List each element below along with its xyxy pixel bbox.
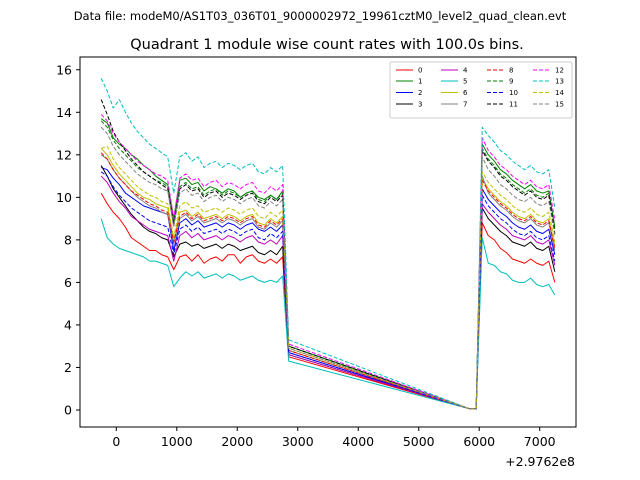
series-line-13 bbox=[100, 78, 556, 410]
y-tick-label: 10 bbox=[56, 190, 72, 205]
x-tick-label: 3000 bbox=[282, 434, 314, 449]
legend-label-12: 12 bbox=[555, 67, 564, 75]
y-tick-label: 2 bbox=[64, 360, 72, 375]
legend-label-0: 0 bbox=[418, 67, 422, 75]
legend-label-5: 5 bbox=[463, 78, 467, 86]
legend-label-8: 8 bbox=[509, 67, 513, 75]
series-line-0 bbox=[100, 192, 556, 410]
series-line-15 bbox=[100, 126, 556, 410]
x-axis-offset-label: +2.9762e8 bbox=[505, 454, 575, 469]
series-layer bbox=[100, 78, 556, 410]
x-tick-label: 5000 bbox=[403, 434, 435, 449]
series-line-7 bbox=[100, 154, 556, 410]
series-line-3 bbox=[100, 165, 556, 410]
y-tick-label: 8 bbox=[64, 232, 72, 247]
series-line-12 bbox=[100, 114, 556, 410]
series-line-4 bbox=[100, 175, 556, 410]
series-line-8 bbox=[100, 152, 556, 410]
y-tick-label: 4 bbox=[64, 317, 72, 332]
y-tick-label: 14 bbox=[56, 105, 72, 120]
y-axis: 0 2 4 6 8 10 12 14 16 bbox=[56, 62, 80, 417]
legend-label-2: 2 bbox=[418, 89, 422, 97]
legend-label-1: 1 bbox=[418, 78, 422, 86]
series-line-14 bbox=[101, 145, 556, 410]
x-tick-label: 2000 bbox=[221, 434, 253, 449]
chart-title: Quadrant 1 module wise count rates with … bbox=[130, 37, 524, 53]
x-tick-label: 1000 bbox=[161, 434, 193, 449]
series-line-10 bbox=[100, 171, 556, 410]
x-tick-label: 7000 bbox=[524, 434, 556, 449]
x-tick-label: 4000 bbox=[342, 434, 374, 449]
series-line-9 bbox=[100, 120, 556, 410]
legend-label-9: 9 bbox=[509, 78, 513, 86]
legend-label-6: 6 bbox=[463, 89, 468, 97]
plot-frame bbox=[79, 56, 577, 428]
series-line-6 bbox=[100, 148, 556, 410]
y-tick-label: 0 bbox=[64, 402, 72, 417]
x-axis: 0 1000 2000 3000 4000 5000 6000 7000 bbox=[112, 427, 556, 449]
legend-label-3: 3 bbox=[418, 101, 422, 109]
x-tick-label: 0 bbox=[112, 434, 120, 449]
series-line-5 bbox=[100, 218, 556, 410]
series-line-11 bbox=[100, 99, 556, 410]
legend-label-11: 11 bbox=[509, 101, 518, 109]
y-tick-label: 16 bbox=[56, 62, 72, 77]
legend-box bbox=[389, 61, 573, 119]
y-tick-label: 6 bbox=[64, 275, 72, 290]
legend-label-14: 14 bbox=[555, 89, 564, 97]
legend-label-15: 15 bbox=[555, 101, 564, 109]
legend-label-4: 4 bbox=[463, 67, 468, 75]
legend-label-7: 7 bbox=[463, 101, 467, 109]
y-tick-label: 12 bbox=[56, 147, 72, 162]
legend-label-10: 10 bbox=[509, 89, 518, 97]
plot-background bbox=[80, 57, 576, 427]
chart-suptitle: Data file: modeM0/AS1T03_036T01_90000029… bbox=[74, 9, 567, 23]
series-line-2 bbox=[101, 167, 556, 410]
legend-label-13: 13 bbox=[555, 78, 564, 86]
x-tick-label: 6000 bbox=[463, 434, 495, 449]
plot-area bbox=[79, 56, 577, 428]
